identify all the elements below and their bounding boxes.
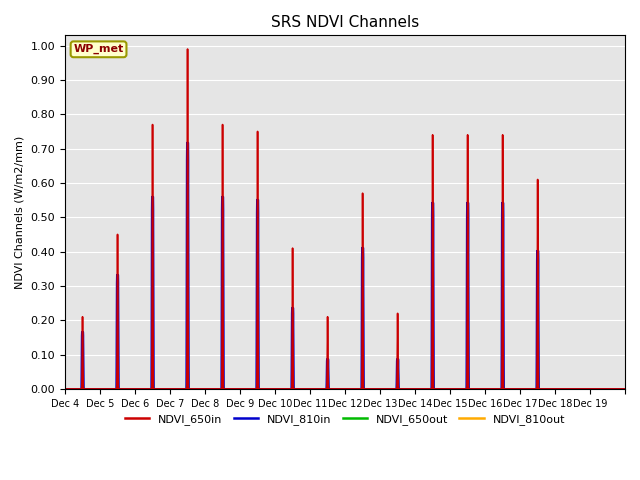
- Line: NDVI_810out: NDVI_810out: [65, 334, 625, 389]
- Legend: NDVI_650in, NDVI_810in, NDVI_650out, NDVI_810out: NDVI_650in, NDVI_810in, NDVI_650out, NDV…: [120, 409, 570, 429]
- Title: SRS NDVI Channels: SRS NDVI Channels: [271, 15, 419, 30]
- NDVI_810in: [621, 386, 629, 392]
- NDVI_810in: [536, 386, 543, 392]
- NDVI_810in: [467, 386, 474, 392]
- NDVI_650in: [176, 386, 184, 392]
- NDVI_810in: [176, 386, 184, 392]
- NDVI_650in: [61, 386, 69, 392]
- NDVI_810out: [615, 386, 623, 392]
- NDVI_810out: [184, 331, 191, 337]
- NDVI_810in: [417, 386, 425, 392]
- Line: NDVI_650in: NDVI_650in: [65, 49, 625, 389]
- NDVI_810out: [467, 386, 474, 392]
- NDVI_810in: [615, 386, 623, 392]
- Line: NDVI_650out: NDVI_650out: [65, 334, 625, 389]
- NDVI_650out: [467, 386, 474, 392]
- NDVI_810out: [176, 386, 184, 392]
- NDVI_810out: [502, 386, 510, 392]
- NDVI_650out: [176, 386, 184, 392]
- NDVI_650out: [61, 386, 69, 392]
- NDVI_810out: [417, 386, 425, 392]
- Text: WP_met: WP_met: [74, 44, 124, 54]
- NDVI_810out: [621, 386, 629, 392]
- Line: NDVI_810in: NDVI_810in: [65, 143, 625, 389]
- NDVI_650in: [502, 386, 510, 392]
- Y-axis label: NDVI Channels (W/m2/mm): NDVI Channels (W/m2/mm): [15, 135, 25, 289]
- NDVI_810in: [502, 386, 510, 392]
- NDVI_650in: [417, 386, 425, 392]
- NDVI_810out: [536, 386, 543, 392]
- NDVI_650out: [184, 331, 191, 337]
- NDVI_650in: [184, 46, 191, 52]
- NDVI_650in: [536, 386, 543, 392]
- NDVI_650out: [621, 386, 629, 392]
- NDVI_650out: [615, 386, 623, 392]
- NDVI_650in: [615, 386, 623, 392]
- NDVI_650out: [502, 386, 510, 392]
- NDVI_650in: [467, 386, 474, 392]
- NDVI_650out: [536, 386, 543, 392]
- NDVI_810in: [61, 386, 69, 392]
- NDVI_650in: [621, 386, 629, 392]
- NDVI_810out: [61, 386, 69, 392]
- NDVI_650out: [417, 386, 425, 392]
- NDVI_810in: [183, 140, 191, 145]
